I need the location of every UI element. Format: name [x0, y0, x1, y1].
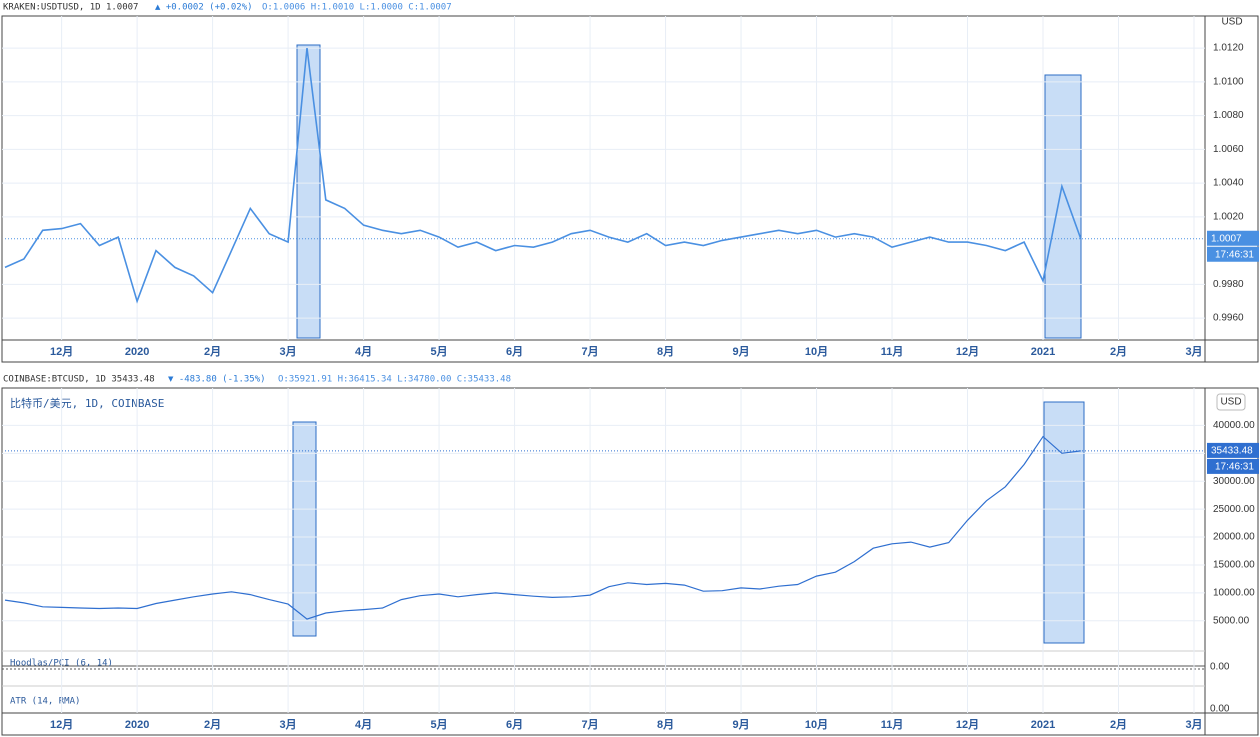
x-tick-label: 11月 — [881, 718, 904, 731]
y-tick-label: 0.9960 — [1213, 313, 1244, 324]
currency-badge[interactable] — [1216, 393, 1246, 411]
x-tick-label: 2020 — [125, 719, 149, 731]
frame — [1, 387, 1259, 736]
x-tick-label: 3月 — [280, 345, 297, 358]
change: ▼ -483.80 (-1.35%) — [168, 375, 266, 385]
x-tick-label: 2月 — [1110, 345, 1127, 358]
x-tick-label: 6月 — [506, 718, 523, 731]
symbol: COINBASE:BTCUSD, 1D 35433.48 — [3, 375, 155, 385]
price-badge — [1207, 442, 1259, 458]
x-tick-label: 6月 — [506, 345, 523, 358]
y-tick-label: 1.0100 — [1213, 76, 1244, 87]
x-tick-label: 2月 — [204, 718, 221, 731]
time-badge — [1207, 246, 1259, 262]
x-tick-label: 2月 — [1110, 718, 1127, 731]
price-badge — [1207, 230, 1259, 246]
x-tick-label: 3月 — [1185, 345, 1202, 358]
x-tick-label: 10月 — [805, 718, 828, 731]
x-tick-label: 2月 — [204, 345, 221, 358]
indicator-label: ATR (14, RMA) — [10, 697, 80, 707]
symbol: KRAKEN:USDTUSD, 1D 1.0007 — [3, 3, 138, 13]
x-tick-label: 12月 — [956, 718, 979, 731]
price-label: 35433.48 — [1211, 446, 1253, 457]
highlight — [292, 421, 317, 637]
x-tick-label: 3月 — [1185, 718, 1202, 731]
x-tick-label: 7月 — [582, 345, 599, 358]
y-tick-label: 10000.00 — [1213, 588, 1255, 599]
indicator-value: 0.00 — [1210, 662, 1230, 673]
x-tick-label: 2021 — [1031, 719, 1055, 731]
y-tick-label: 1.0020 — [1213, 211, 1244, 222]
y-tick-label: 5000.00 — [1213, 615, 1250, 626]
x-tick-label: 5月 — [431, 718, 448, 731]
x-tick-label: 9月 — [732, 718, 749, 731]
time-badge — [1207, 458, 1259, 474]
x-tick-label: 3月 — [280, 718, 297, 731]
highlight — [296, 44, 321, 339]
x-tick-label: 12月 — [50, 345, 73, 358]
x-tick-label: 8月 — [657, 718, 674, 731]
y-tick-label: 20000.00 — [1213, 532, 1255, 543]
ohlc: O:1.0006 H:1.0010 L:1.0000 C:1.0007 — [262, 3, 452, 13]
y-tick-label: 15000.00 — [1213, 560, 1255, 571]
change: ▲ +0.0002 (+0.02%) — [155, 3, 253, 13]
x-tick-label: 2021 — [1031, 346, 1055, 358]
currency: USD — [1221, 17, 1242, 28]
indicator-value: 0.00 — [1210, 704, 1230, 715]
x-tick-label: 10月 — [805, 345, 828, 358]
highlight — [1044, 74, 1082, 339]
x-tick-label: 12月 — [50, 718, 73, 731]
legend: 比特币/美元, 1D, COINBASE — [10, 396, 164, 410]
y-tick-label: 1.0040 — [1213, 178, 1244, 189]
x-tick-label: 5月 — [431, 345, 448, 358]
x-tick-label: 11月 — [881, 345, 904, 358]
y-tick-label: 25000.00 — [1213, 504, 1255, 515]
time-label: 17:46:31 — [1215, 249, 1254, 260]
x-tick-label: 8月 — [657, 345, 674, 358]
y-tick-label: 1.0120 — [1213, 43, 1244, 54]
y-tick-label: 1.0080 — [1213, 110, 1244, 121]
time-label: 17:46:31 — [1215, 462, 1254, 473]
y-tick-label: 0.9980 — [1213, 279, 1244, 290]
price-label: 1.0007 — [1211, 233, 1242, 244]
frame — [1, 15, 1259, 363]
x-tick-label: 9月 — [732, 345, 749, 358]
x-tick-label: 4月 — [355, 345, 372, 358]
x-tick-label: 7月 — [582, 718, 599, 731]
currency: USD — [1220, 397, 1241, 408]
x-tick-label: 2020 — [125, 346, 149, 358]
x-tick-label: 12月 — [956, 345, 979, 358]
ohlc: O:35921.91 H:36415.34 L:34780.00 C:35433… — [278, 375, 511, 385]
price-line — [4, 48, 1082, 304]
highlight — [1043, 401, 1085, 644]
y-tick-label: 1.0060 — [1213, 144, 1244, 155]
y-tick-label: 40000.00 — [1213, 420, 1255, 431]
y-tick-label: 30000.00 — [1213, 476, 1255, 487]
x-tick-label: 4月 — [355, 718, 372, 731]
price-line — [4, 435, 1081, 620]
